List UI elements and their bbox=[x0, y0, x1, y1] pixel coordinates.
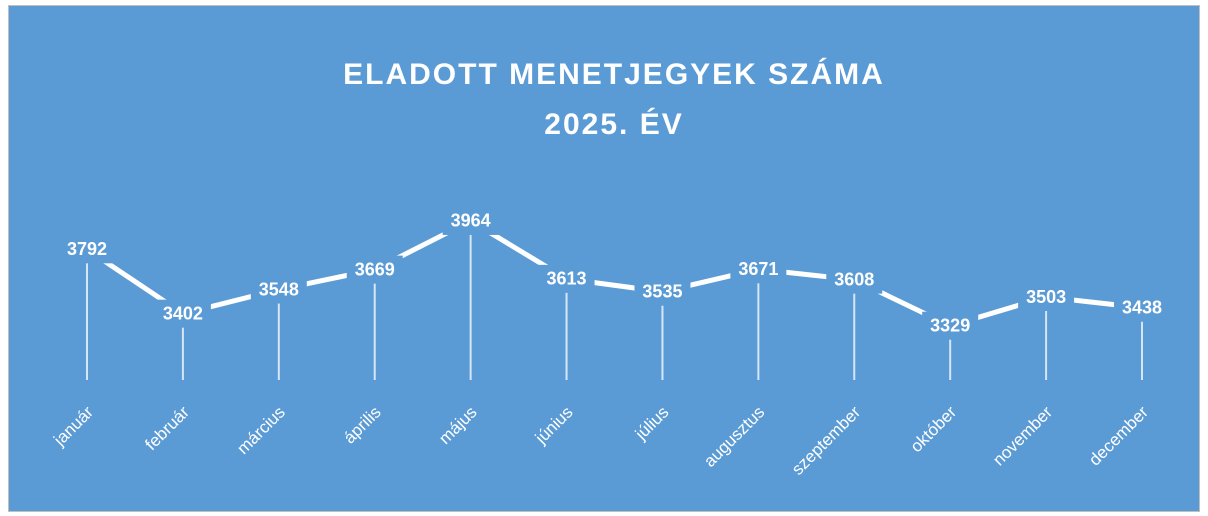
value-label-bg bbox=[154, 299, 211, 328]
value-label-bg bbox=[442, 206, 499, 235]
value-label: 3669 bbox=[355, 259, 395, 279]
value-label: 3671 bbox=[738, 259, 778, 279]
value-label: 3535 bbox=[642, 281, 682, 301]
value-label: 3608 bbox=[834, 269, 874, 289]
value-label-bg bbox=[826, 265, 883, 294]
chart-background bbox=[8, 5, 1200, 512]
value-label-bg bbox=[59, 235, 115, 264]
value-label: 3613 bbox=[547, 269, 587, 289]
value-label: 3964 bbox=[451, 211, 491, 231]
value-label: 3503 bbox=[1026, 287, 1066, 307]
value-label-bg bbox=[538, 264, 595, 293]
value-label: 3548 bbox=[259, 279, 299, 299]
value-label: 3329 bbox=[930, 315, 970, 335]
chart-subtitle: 2025. ÉV bbox=[544, 107, 683, 141]
value-label-bg bbox=[1114, 293, 1170, 322]
chart-title: ELADOTT MENETJEGYEK SZÁMA bbox=[343, 57, 885, 91]
value-label: 3792 bbox=[67, 239, 107, 259]
value-label-bg bbox=[730, 255, 787, 284]
value-label-bg bbox=[250, 275, 307, 304]
value-label: 3402 bbox=[163, 303, 203, 323]
value-label-bg bbox=[634, 277, 691, 306]
value-label: 3438 bbox=[1122, 297, 1162, 317]
value-label-bg bbox=[1018, 283, 1075, 312]
value-label-bg bbox=[346, 255, 403, 284]
value-label-bg bbox=[922, 311, 979, 340]
